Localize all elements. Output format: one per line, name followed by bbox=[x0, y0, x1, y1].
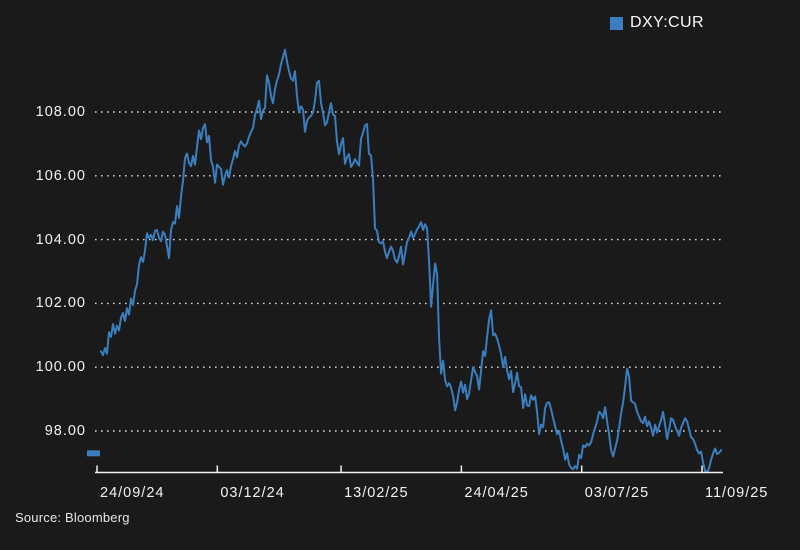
y-axis-label: 100.00 bbox=[35, 359, 86, 376]
price-line bbox=[100, 48, 723, 474]
y-axis-label: 102.00 bbox=[35, 295, 86, 312]
source-caption: Source: Bloomberg bbox=[15, 510, 130, 525]
x-axis-label: 24/09/24 bbox=[100, 485, 165, 501]
legend: DXY:CUR bbox=[610, 14, 704, 32]
x-axis-label: 03/07/25 bbox=[584, 485, 650, 501]
x-axis-label: 03/12/24 bbox=[220, 485, 285, 501]
x-axis-label: 11/09/25 bbox=[705, 485, 769, 501]
legend-swatch-icon bbox=[610, 16, 623, 30]
legend-label: DXY:CUR bbox=[630, 14, 704, 31]
x-axis-label: 13/02/25 bbox=[344, 485, 409, 501]
y-axis-label: 108.00 bbox=[35, 104, 86, 120]
last-value-marker bbox=[87, 450, 100, 457]
y-axis-label: 106.00 bbox=[35, 167, 86, 184]
x-axis-label: 24/04/25 bbox=[464, 485, 529, 501]
y-axis-label: 104.00 bbox=[35, 231, 86, 248]
y-axis-label: 98.00 bbox=[44, 423, 86, 439]
